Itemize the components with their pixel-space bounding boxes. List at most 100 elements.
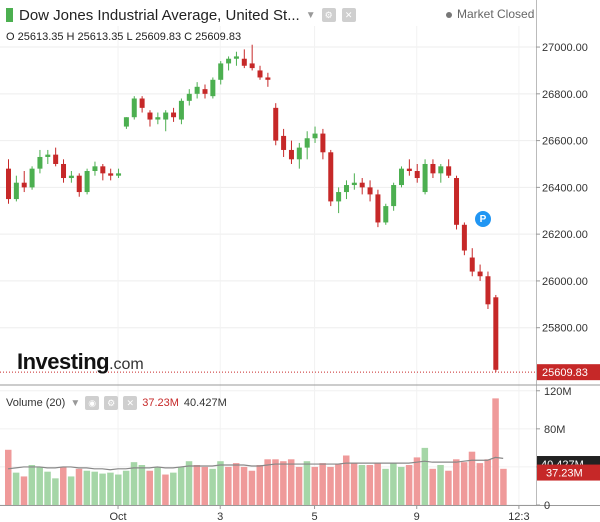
volume-bar [170,472,177,505]
chevron-down-icon[interactable]: ▼ [70,397,81,409]
candle-body [13,182,19,200]
volume-bar [358,465,366,505]
candle-body [477,271,483,277]
price-tick-label: 26600.00 [542,136,588,148]
candle-body [226,58,232,64]
volume-bar [390,463,397,505]
candle-body [178,100,184,120]
candle [281,128,287,157]
volume-label: Volume (20) [6,397,66,409]
candle-body [186,93,192,101]
volume-bar [460,462,468,505]
volume-tick-label: 0 [544,500,550,512]
volume-bar [248,470,256,505]
candle [155,112,161,125]
candle-body [343,185,349,193]
candle-body [76,175,82,193]
candle [123,117,129,129]
candle [53,147,59,167]
chart-header: Dow Jones Industrial Average, United St.… [6,4,356,26]
volume-bar [36,466,43,505]
volume-bar [398,466,405,505]
volume-bar [264,459,271,505]
candle [6,159,11,204]
volume-bar [374,463,381,505]
volume-bar [303,461,311,505]
candle [414,163,420,183]
candle-body [29,168,35,188]
volume-bar [335,464,342,505]
candle [461,222,467,256]
volume-bar [83,470,91,505]
candle [375,189,381,228]
candle [328,149,334,207]
volume-last-tag-label: 37.23M [546,468,583,480]
candle [446,159,452,179]
candle-body [233,56,239,59]
close-icon[interactable]: ✕ [341,8,356,22]
settings-icon[interactable]: ⚙ [104,396,119,410]
candle [45,149,51,164]
candle [76,173,82,197]
volume-bar [484,459,491,505]
candle-body [391,185,397,207]
volume-bar [225,466,232,505]
candle-body [249,63,255,69]
volume-bar [445,470,452,505]
candle-body [257,70,263,78]
volume-bar [60,466,67,505]
candle [29,166,35,190]
candle [249,44,255,71]
candle-body [454,178,460,225]
candle [359,178,365,195]
candle [391,182,397,211]
volume-bar [193,465,201,505]
candle-body [296,147,302,160]
volume-bar [327,466,334,505]
volume-legend: Volume (20) ▼ ◉ ⚙ ✕ 37.23M 40.427M [6,396,227,410]
candle [312,126,318,143]
volume-bar [201,466,208,505]
candle [108,168,114,181]
candle-body [218,63,224,80]
volume-ma-value: 40.427M [183,397,227,409]
candle-body [359,182,365,188]
event-badge[interactable]: P [475,211,491,227]
candle [343,180,349,200]
volume-bar [138,465,146,505]
candle [37,149,43,174]
candle [336,187,342,214]
candle [296,142,302,169]
volume-bar [468,451,476,505]
volume-bar [453,459,460,505]
candle [257,65,263,80]
candle-body [265,77,271,80]
candle [131,96,137,120]
time-tick-label: 9 [414,511,420,522]
volume-bar [44,471,51,505]
candle [485,271,491,309]
close-icon[interactable]: ✕ [123,396,138,410]
candle [399,166,404,188]
candle-body [461,224,467,251]
visibility-icon[interactable]: ◉ [85,396,100,410]
volume-bar [311,466,319,505]
candle-body [281,135,287,150]
chevron-down-icon[interactable]: ▼ [305,9,316,21]
settings-icon[interactable]: ⚙ [321,8,336,22]
candle [351,173,357,190]
series-color-swatch [6,8,13,22]
volume-bar [350,463,358,505]
candle [477,264,483,281]
volume-last-tag [537,464,600,481]
candle [454,175,460,230]
volume-bar [240,466,248,505]
candle-body [210,79,216,97]
volume-bar [20,476,28,505]
candle [367,180,373,202]
candle-body [288,149,294,160]
volume-bar [287,459,295,505]
price-tick-label: 26800.00 [542,89,588,101]
candle-body [485,276,491,305]
